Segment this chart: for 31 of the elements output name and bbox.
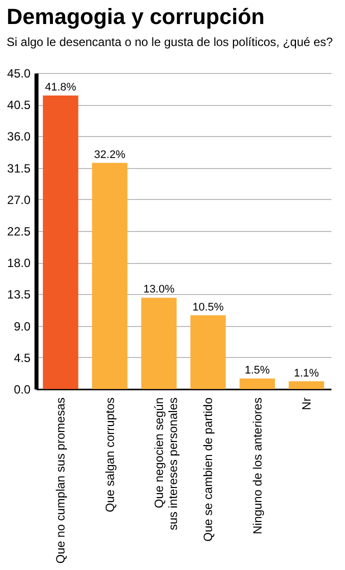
bar [141, 298, 177, 389]
x-tick-label: Que se cambien de partido [201, 397, 216, 542]
x-tick-label: Nr [299, 398, 314, 410]
y-tick-label: 27.0 [7, 192, 31, 207]
data-label: 1.1% [294, 367, 320, 380]
x-tick-label: Ninguno de los anteriores [250, 398, 264, 534]
chart-title: Demagogia y corrupción [6, 4, 265, 29]
bar [42, 95, 78, 389]
y-tick-label: 9.0 [14, 319, 31, 334]
y-tick-label: 4.5 [14, 350, 31, 365]
bar [288, 381, 324, 389]
y-tick-label: 0.0 [14, 382, 31, 396]
chart-subtitle: Si algo le desencanta o no le gusta de los políticos, ¿qué es? [6, 35, 334, 49]
y-tick-label: 36.0 [7, 130, 31, 144]
y-tick-label: 18.0 [7, 256, 31, 270]
data-label: 32.2% [94, 148, 126, 161]
x-tick-label: Que salgan corruptos [102, 398, 117, 512]
data-label: 10.5% [192, 301, 224, 314]
data-label: 13.0% [143, 284, 175, 296]
y-tick-label: 45.0 [7, 66, 31, 80]
y-tick-label: 40.5 [7, 98, 31, 112]
bar [92, 162, 128, 389]
x-tick-label: Que no cumplan sus promesas [54, 398, 68, 564]
data-label: 41.8% [44, 81, 76, 94]
bar [190, 315, 226, 389]
x-tick-label: Que negocien según sus intereses personales [152, 398, 180, 530]
y-tick-label: 31.5 [7, 161, 31, 176]
y-tick-label: 13.5 [7, 288, 31, 302]
y-tick-label: 22.5 [7, 224, 31, 238]
bar [240, 378, 275, 389]
data-label: 1.5% [244, 364, 270, 376]
